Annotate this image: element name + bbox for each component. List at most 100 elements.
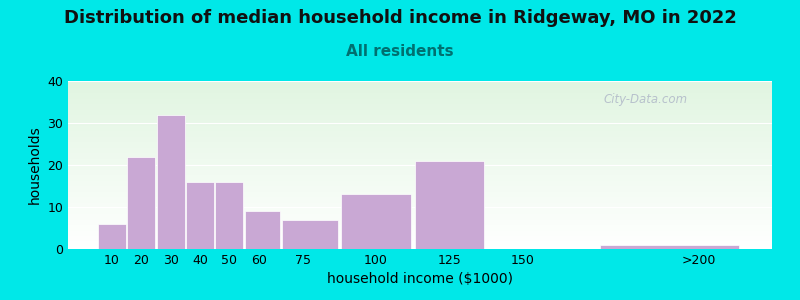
- Bar: [68, 241, 772, 242]
- Bar: [68, 118, 772, 119]
- Bar: [68, 152, 772, 153]
- Bar: [68, 139, 772, 140]
- Bar: [68, 117, 772, 118]
- Bar: [68, 243, 772, 244]
- Bar: [68, 197, 772, 198]
- Bar: [98, 224, 126, 249]
- Bar: [68, 103, 772, 104]
- Bar: [68, 102, 772, 103]
- Bar: [68, 160, 772, 161]
- Bar: [68, 93, 772, 94]
- Bar: [127, 157, 155, 249]
- Bar: [68, 145, 772, 146]
- Bar: [68, 171, 772, 172]
- Bar: [68, 155, 772, 156]
- Bar: [68, 127, 772, 128]
- Bar: [68, 224, 772, 225]
- Bar: [68, 216, 772, 217]
- Bar: [68, 240, 772, 241]
- Bar: [68, 100, 772, 101]
- Bar: [68, 165, 772, 166]
- Bar: [68, 231, 772, 232]
- Bar: [68, 161, 772, 162]
- Bar: [68, 128, 772, 129]
- Bar: [68, 215, 772, 216]
- Bar: [414, 161, 484, 249]
- Bar: [68, 185, 772, 186]
- Bar: [68, 194, 772, 195]
- Bar: [68, 191, 772, 192]
- Bar: [68, 163, 772, 164]
- Bar: [68, 154, 772, 155]
- Bar: [68, 148, 772, 149]
- Bar: [68, 192, 772, 193]
- Bar: [68, 214, 772, 215]
- Bar: [68, 156, 772, 157]
- Bar: [68, 85, 772, 86]
- Bar: [68, 158, 772, 159]
- Bar: [68, 97, 772, 98]
- Bar: [68, 207, 772, 208]
- Bar: [68, 202, 772, 203]
- Bar: [68, 108, 772, 109]
- Bar: [68, 244, 772, 245]
- Bar: [68, 137, 772, 138]
- Bar: [68, 242, 772, 243]
- Bar: [68, 99, 772, 100]
- Bar: [68, 228, 772, 229]
- Bar: [68, 200, 772, 201]
- Bar: [68, 183, 772, 184]
- Bar: [68, 92, 772, 93]
- Bar: [68, 178, 772, 179]
- Bar: [68, 112, 772, 113]
- Bar: [68, 111, 772, 112]
- Bar: [68, 135, 772, 136]
- Bar: [68, 210, 772, 211]
- Bar: [68, 236, 772, 237]
- Bar: [68, 150, 772, 151]
- Bar: [68, 81, 772, 82]
- Bar: [68, 218, 772, 219]
- Bar: [68, 168, 772, 169]
- Bar: [68, 247, 772, 248]
- Bar: [215, 182, 243, 249]
- Bar: [68, 181, 772, 182]
- Bar: [68, 96, 772, 97]
- Bar: [68, 110, 772, 111]
- Bar: [68, 177, 772, 178]
- Bar: [68, 230, 772, 231]
- Bar: [68, 238, 772, 239]
- Bar: [68, 239, 772, 240]
- Bar: [68, 104, 772, 105]
- Bar: [68, 182, 772, 183]
- Bar: [68, 121, 772, 122]
- Bar: [68, 199, 772, 200]
- Bar: [68, 234, 772, 235]
- Bar: [68, 132, 772, 133]
- Bar: [68, 219, 772, 220]
- Bar: [68, 164, 772, 165]
- Bar: [68, 98, 772, 99]
- Bar: [68, 122, 772, 123]
- Bar: [68, 120, 772, 121]
- Bar: [68, 174, 772, 175]
- Bar: [68, 114, 772, 115]
- Bar: [68, 225, 772, 226]
- Bar: [68, 213, 772, 214]
- Bar: [68, 151, 772, 152]
- Bar: [68, 136, 772, 137]
- Bar: [68, 226, 772, 227]
- Bar: [68, 89, 772, 90]
- Bar: [68, 116, 772, 117]
- Bar: [68, 149, 772, 150]
- Bar: [68, 223, 772, 224]
- Bar: [68, 141, 772, 142]
- Bar: [68, 176, 772, 177]
- Text: All residents: All residents: [346, 44, 454, 59]
- Text: Distribution of median household income in Ridgeway, MO in 2022: Distribution of median household income …: [63, 9, 737, 27]
- Bar: [68, 123, 772, 124]
- Bar: [68, 169, 772, 170]
- Bar: [68, 188, 772, 189]
- Bar: [68, 170, 772, 171]
- Bar: [68, 113, 772, 114]
